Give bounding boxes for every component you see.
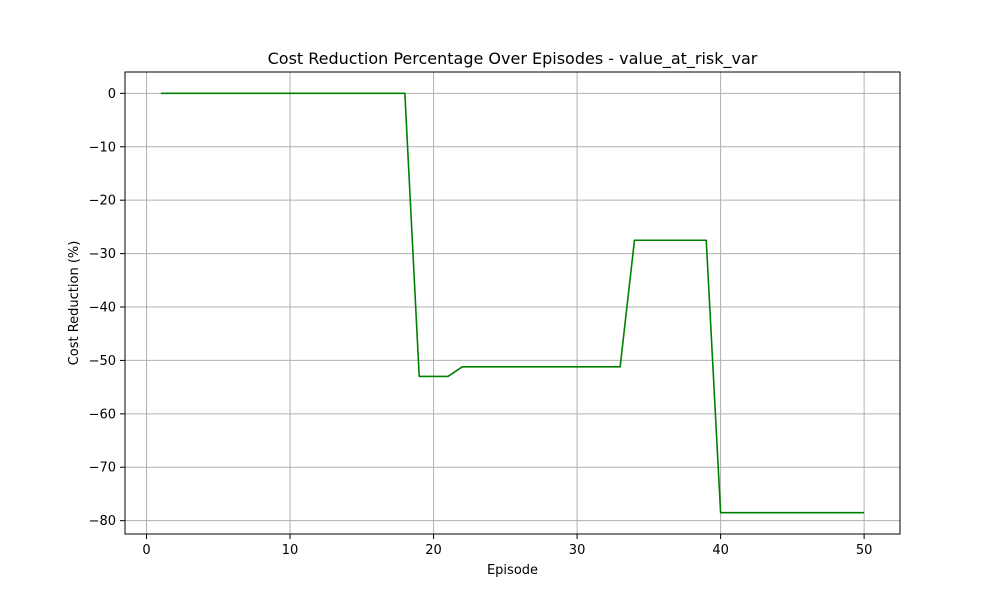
y-tick-label: −40 (89, 301, 116, 316)
y-tick-label: −70 (89, 461, 116, 476)
series-layer (160, 92, 865, 514)
y-axis-label: Cost Reduction (%) (67, 241, 82, 366)
plot-frame (124, 71, 901, 535)
x-tick-label: 40 (712, 543, 729, 558)
chart-title: Cost Reduction Percentage Over Episodes … (268, 49, 758, 69)
x-tick-label: 50 (856, 543, 873, 558)
x-axis-label: Episode (487, 563, 538, 578)
x-axis-ticks: 0 10 20 30 40 50 (142, 534, 872, 558)
y-axis-ticks: 0 −10 −20 −30 −40 −50 −60 −70 −80 (89, 87, 125, 529)
y-tick-label: −30 (89, 247, 116, 262)
y-tick-label: 0 (108, 87, 116, 102)
x-tick-label: 30 (569, 543, 586, 558)
x-tick-label: 20 (425, 543, 442, 558)
y-tick-label: −50 (89, 354, 116, 369)
grid (125, 72, 900, 534)
y-tick-label: −60 (89, 407, 116, 422)
y-tick-label: −80 (89, 514, 116, 529)
series-line (160, 92, 865, 514)
y-tick-label: −10 (89, 140, 116, 155)
x-tick-label: 0 (142, 543, 150, 558)
x-tick-label: 10 (282, 543, 299, 558)
y-tick-label: −20 (89, 194, 116, 209)
